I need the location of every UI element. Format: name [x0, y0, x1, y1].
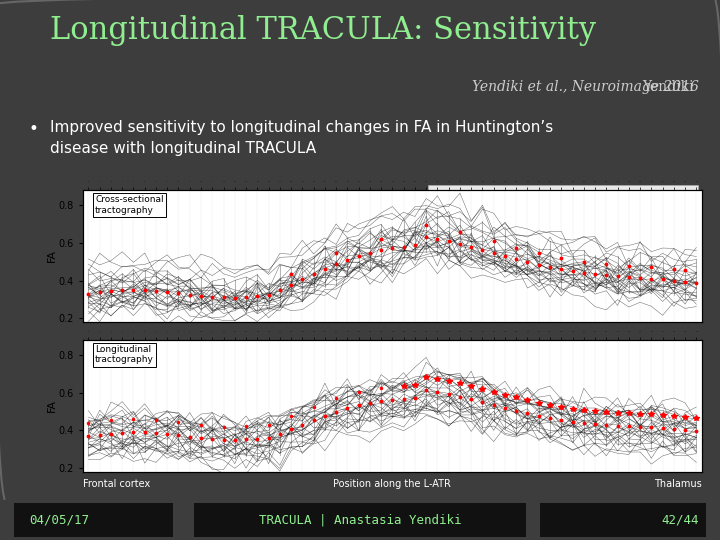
- Y-axis label: FA: FA: [47, 249, 57, 262]
- Text: : p<0.1*: p<0.05: : p<0.1*: p<0.05: [449, 192, 566, 205]
- Text: Cross-sectional
tractography: Cross-sectional tractography: [95, 195, 164, 214]
- Text: •: •: [434, 192, 443, 206]
- Text: TRACULA | Anastasia Yendiki: TRACULA | Anastasia Yendiki: [258, 513, 462, 526]
- Text: Longitudinal
tractography: Longitudinal tractography: [95, 345, 154, 364]
- Text: Position along the L-ATR: Position along the L-ATR: [333, 478, 451, 489]
- Y-axis label: FA: FA: [47, 400, 57, 413]
- Bar: [14, 503, 173, 537]
- Bar: [540, 503, 706, 537]
- Bar: [194, 503, 526, 537]
- Text: Longitudinal TRACULA: Sensitivity: Longitudinal TRACULA: Sensitivity: [50, 15, 597, 46]
- Text: Improved sensitivity to longitudinal changes in FA in Huntington’s
disease with : Improved sensitivity to longitudinal cha…: [50, 120, 554, 156]
- Text: 04/05/17: 04/05/17: [29, 513, 89, 526]
- Text: •: •: [29, 120, 39, 138]
- Text: Yendiki et al., Neuroimage 2016: Yendiki et al., Neuroimage 2016: [472, 80, 698, 94]
- Text: Yendiki: Yendiki: [642, 80, 698, 94]
- Bar: [428, 185, 698, 212]
- Text: Frontal cortex: Frontal cortex: [83, 478, 150, 489]
- Text: 42/44: 42/44: [661, 513, 698, 526]
- Text: Thalamus: Thalamus: [654, 478, 702, 489]
